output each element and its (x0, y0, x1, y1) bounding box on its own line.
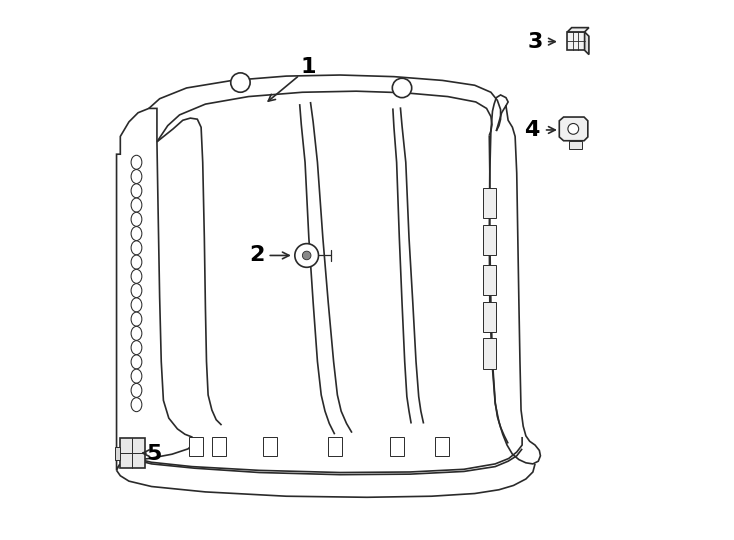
Polygon shape (483, 187, 496, 218)
Ellipse shape (131, 255, 142, 269)
Ellipse shape (131, 284, 142, 298)
Circle shape (392, 78, 412, 98)
Polygon shape (483, 225, 496, 255)
Circle shape (302, 251, 311, 260)
Polygon shape (559, 117, 588, 141)
Circle shape (230, 73, 250, 92)
Polygon shape (435, 437, 449, 456)
Circle shape (295, 244, 319, 267)
Ellipse shape (131, 241, 142, 255)
Ellipse shape (131, 312, 142, 326)
Text: 1: 1 (300, 57, 316, 77)
Ellipse shape (131, 326, 142, 340)
Polygon shape (483, 265, 496, 295)
Ellipse shape (131, 156, 142, 169)
Ellipse shape (131, 198, 142, 212)
Ellipse shape (131, 383, 142, 397)
Ellipse shape (131, 369, 142, 383)
Ellipse shape (131, 212, 142, 226)
Ellipse shape (131, 170, 142, 184)
Polygon shape (584, 32, 589, 55)
Polygon shape (327, 437, 342, 456)
Text: 5: 5 (147, 444, 162, 464)
Polygon shape (115, 447, 120, 460)
Ellipse shape (131, 184, 142, 198)
Ellipse shape (131, 341, 142, 355)
Polygon shape (263, 437, 277, 456)
Ellipse shape (131, 227, 142, 240)
Ellipse shape (131, 269, 142, 284)
Polygon shape (117, 109, 194, 470)
Polygon shape (483, 339, 496, 369)
Ellipse shape (131, 355, 142, 369)
Text: 3: 3 (527, 32, 542, 52)
Polygon shape (390, 437, 404, 456)
Polygon shape (567, 32, 584, 50)
Circle shape (568, 124, 578, 134)
Polygon shape (212, 437, 226, 456)
Text: 4: 4 (523, 120, 539, 140)
Polygon shape (569, 141, 583, 150)
Polygon shape (189, 437, 203, 456)
Ellipse shape (131, 397, 142, 411)
Ellipse shape (131, 298, 142, 312)
Polygon shape (567, 28, 589, 32)
Polygon shape (483, 302, 496, 333)
Text: 2: 2 (249, 246, 264, 266)
Polygon shape (120, 438, 145, 468)
